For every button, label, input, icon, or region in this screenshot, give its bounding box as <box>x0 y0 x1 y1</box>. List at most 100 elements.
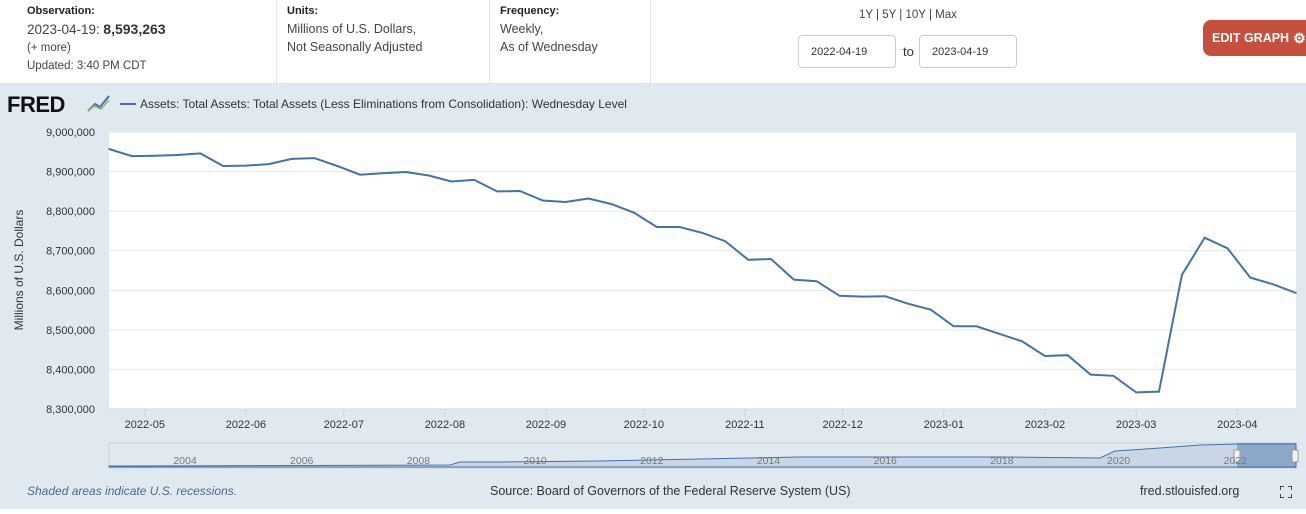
range-links: 1Y | 5Y | 10Y | Max <box>859 9 957 21</box>
site-link[interactable]: fred.stlouisfed.org <box>1140 484 1240 498</box>
data-point <box>176 154 179 156</box>
data-point <box>131 155 133 157</box>
fullscreen-icon[interactable] <box>1280 486 1292 498</box>
data-point <box>1203 236 1206 239</box>
x-tick-label: 2022-10 <box>624 419 664 431</box>
x-tick-label: 2022-09 <box>526 419 566 431</box>
frequency-line-1: Weekly, <box>500 22 544 36</box>
units-line-2: Not Seasonally Adjusted <box>287 40 423 54</box>
data-point <box>678 226 681 228</box>
legend-label: Assets: Total Assets: Total Assets (Less… <box>140 97 627 111</box>
edit-graph-button[interactable]: EDIT GRAPH ⚙ <box>1203 20 1306 56</box>
data-point <box>199 152 202 155</box>
data-point <box>382 172 384 174</box>
navigator-tick-label: 2010 <box>523 455 547 467</box>
units-block: Units: Millions of U.S. Dollars, Not Sea… <box>287 0 423 83</box>
divider <box>489 0 490 83</box>
observation-date: 2023-04-19: <box>27 22 100 37</box>
frequency-block: Frequency: Weekly, As of Wednesday <box>500 0 598 83</box>
more-link[interactable]: (+ more) <box>27 42 71 54</box>
data-point <box>222 165 224 167</box>
y-axis-ticks: 9,000,000 8,900,000 8,800,000 8,700,000 8,60… <box>46 127 95 416</box>
x-tick-label: 2022-06 <box>226 419 266 431</box>
data-point <box>564 201 567 203</box>
navigator-tick-label: 2014 <box>757 455 781 467</box>
y-tick-label: 8,900,000 <box>46 167 95 179</box>
data-point <box>153 154 156 157</box>
data-point <box>473 179 476 181</box>
navigator-tick-label: 2012 <box>640 455 664 467</box>
data-point <box>998 333 1001 335</box>
data-point <box>610 203 612 205</box>
data-point <box>290 158 293 160</box>
data-point <box>1295 292 1297 294</box>
y-tick-label: 8,800,000 <box>46 206 95 218</box>
navigator-tick-label: 2022 <box>1224 455 1248 467</box>
data-point <box>404 171 407 173</box>
data-point <box>861 295 864 298</box>
data-point <box>1249 276 1252 279</box>
y-axis-label: Millions of U.S. Dollars <box>12 210 26 331</box>
navigator-tick-label: 2020 <box>1107 455 1131 467</box>
y-tick-label: 8,700,000 <box>46 246 95 258</box>
divider <box>276 0 277 83</box>
data-point <box>793 278 795 281</box>
data-point <box>633 211 635 214</box>
date-to-label: to <box>903 44 914 59</box>
navigator-ticks: 2004 2006 2008 2010 2012 2014 2016 2018 2020 2022 <box>173 455 1247 467</box>
navigator-tick-label: 2016 <box>874 455 898 467</box>
data-point <box>1135 391 1138 394</box>
navigator-right-handle[interactable] <box>1291 449 1299 463</box>
x-tick-label: 2022-08 <box>425 419 465 431</box>
data-point <box>519 190 521 192</box>
range-navigator[interactable]: 2004 2006 2008 2010 2012 2014 2016 2018 2020 2022 <box>108 442 1299 469</box>
fred-logo: FRED <box>7 92 110 117</box>
navigator-tick-label: 2006 <box>290 455 314 467</box>
x-tick-label: 2023-03 <box>1116 419 1156 431</box>
legend[interactable]: Assets: Total Assets: Total Assets (Less… <box>120 97 627 111</box>
data-point <box>427 174 430 177</box>
observation-value: 8,593,263 <box>103 21 166 37</box>
y-tick-label: 8,300,000 <box>46 404 95 416</box>
range-10y[interactable]: 10Y <box>905 9 926 21</box>
end-date-input[interactable] <box>919 35 1017 68</box>
x-tick-label: 2022-11 <box>725 419 765 431</box>
navigator-left-handle[interactable] <box>1233 449 1241 463</box>
navigator-tick-label: 2018 <box>990 455 1014 467</box>
trend-line-icon <box>87 95 110 112</box>
recession-note: Shaded areas indicate U.S. recessions. <box>27 484 238 498</box>
data-point <box>884 295 886 298</box>
data-point <box>245 164 247 167</box>
chart-area: FRED Assets: Total Assets: Total Assets … <box>0 84 1306 509</box>
observation-block: Observation: 2023-04-19: 8,593,263 (+ mo… <box>27 0 166 83</box>
range-1y[interactable]: 1Y <box>859 9 873 21</box>
chart-svg: FRED Assets: Total Assets: Total Assets … <box>7 92 1299 469</box>
data-point <box>1021 340 1023 343</box>
start-date-input[interactable] <box>798 35 896 68</box>
data-point <box>1272 283 1274 286</box>
data-point <box>747 259 749 261</box>
data-point <box>541 199 544 202</box>
observation-label: Observation: <box>27 5 95 17</box>
y-tick-label: 8,600,000 <box>46 285 95 297</box>
data-point <box>952 325 955 328</box>
data-point <box>770 258 772 260</box>
x-tick-label: 2023-02 <box>1025 419 1065 431</box>
x-axis-ticks: 2022-05 2022-06 2022-07 2022-08 2022-09 2022-… <box>109 408 1296 431</box>
frequency-line-2: As of Wednesday <box>500 40 598 54</box>
navigator-tick-label: 2004 <box>173 455 197 467</box>
data-point <box>838 295 841 297</box>
plot-background <box>109 132 1296 409</box>
header-bar: Observation: 2023-04-19: 8,593,263 (+ mo… <box>0 0 1306 84</box>
units-line-1: Millions of U.S. Dollars, <box>287 22 417 36</box>
x-tick-label: 2023-01 <box>924 419 964 431</box>
navigator-series <box>108 443 1297 468</box>
navigator-tick-label: 2008 <box>407 455 431 467</box>
range-max[interactable]: Max <box>935 9 957 21</box>
range-5y[interactable]: 5Y <box>882 9 897 21</box>
y-tick-label: 8,400,000 <box>46 364 95 376</box>
data-point <box>1112 374 1115 377</box>
fred-logo-text: FRED <box>7 92 65 117</box>
x-tick-label: 2023-04 <box>1217 419 1257 431</box>
data-point <box>724 240 727 243</box>
